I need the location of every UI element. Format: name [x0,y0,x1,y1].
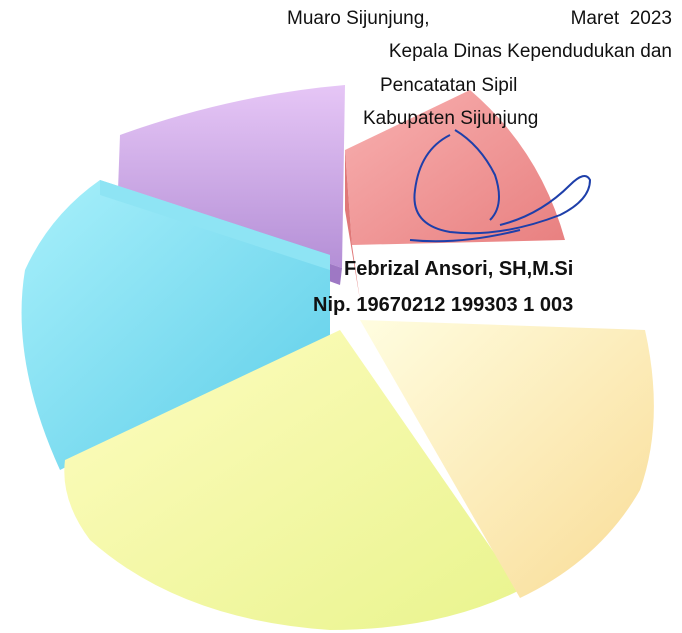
page: Muaro Sijunjung, Maret 2023 Kepala Dinas… [0,0,682,633]
position: Kabupaten Sijunjung [363,108,538,130]
place: Muaro Sijunjung, [287,8,430,30]
official-name: Febrizal Ansori, SH,M.Si [344,258,573,281]
nip: Nip. 19670212 199303 1 003 [313,294,573,317]
position: Kepala Dinas Kependudukan dan [389,41,672,63]
position: Pencatatan Sipil [380,75,517,97]
date: Maret 2023 [571,8,672,30]
